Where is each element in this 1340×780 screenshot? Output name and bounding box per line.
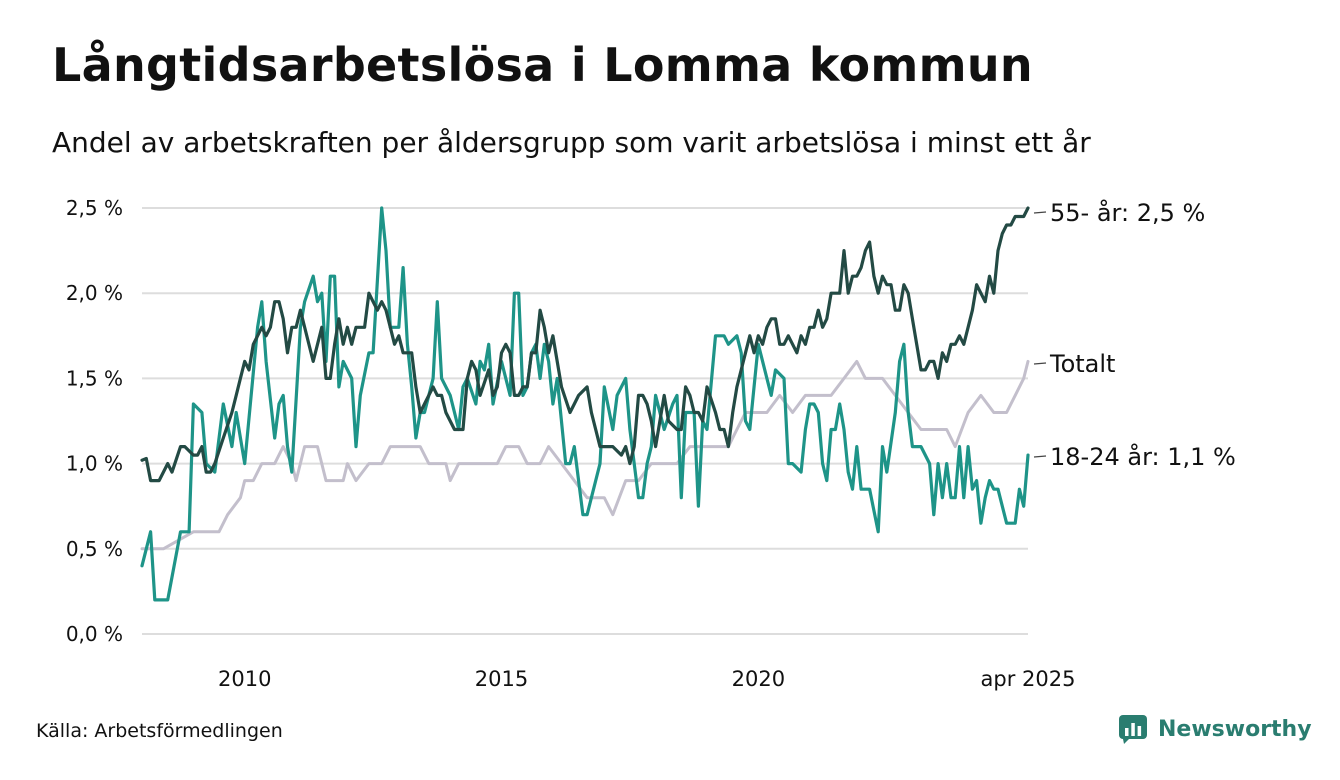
y-tick-label: 0,5 % [66, 537, 123, 561]
y-tick-label: 2,0 % [66, 281, 123, 305]
x-axis-ticks: 2010 2015 2020 apr 2025 [218, 667, 1075, 691]
y-axis-ticks: 0,0 % 0,5 % 1,0 % 1,5 % 2,0 % 2,5 % [66, 196, 123, 646]
end-label-leader [1033, 211, 1047, 214]
series-end-label: 18-24 år: 1,1 % [1050, 442, 1236, 471]
source-note: Källa: Arbetsförmedlingen [36, 720, 283, 742]
x-tick-label: apr 2025 [981, 667, 1076, 691]
end-label-leader [1033, 362, 1047, 365]
x-tick-label: 2020 [732, 667, 785, 691]
line-chart: 0,0 %0,5 %1,0 %1,5 %2,0 %2,5 % 2010 2015 2… [66, 196, 1236, 691]
end-label-leader [1033, 455, 1047, 458]
series-line-55 [140, 206, 1030, 483]
series-line-18-24 [140, 206, 1030, 602]
series-end-label: 55- år: 2,5 % [1050, 198, 1205, 227]
series-end-labels: Totalt 18-24 år: 1,1 % 55- år: 2,5 % [1033, 198, 1236, 471]
chart-title: Långtidsarbetslösa i Lomma kommun [52, 38, 1033, 92]
y-tick-label: 0,0 % [66, 622, 123, 646]
series-lines [140, 206, 1030, 602]
x-tick-label: 2010 [218, 667, 271, 691]
chart-subtitle: Andel av arbetskraften per åldersgrupp s… [52, 126, 1091, 159]
brand-logo[interactable]: Newsworthy [1118, 714, 1312, 744]
brand-name: Newsworthy [1158, 716, 1312, 742]
x-tick-label: 2015 [475, 667, 528, 691]
y-tick-label: 1,0 % [66, 452, 123, 476]
series-end-label: Totalt [1049, 350, 1115, 378]
y-tick-label: 1,5 % [66, 366, 123, 390]
bar-chart-icon [1119, 715, 1147, 744]
y-tick-label: 2,5 % [66, 196, 123, 220]
